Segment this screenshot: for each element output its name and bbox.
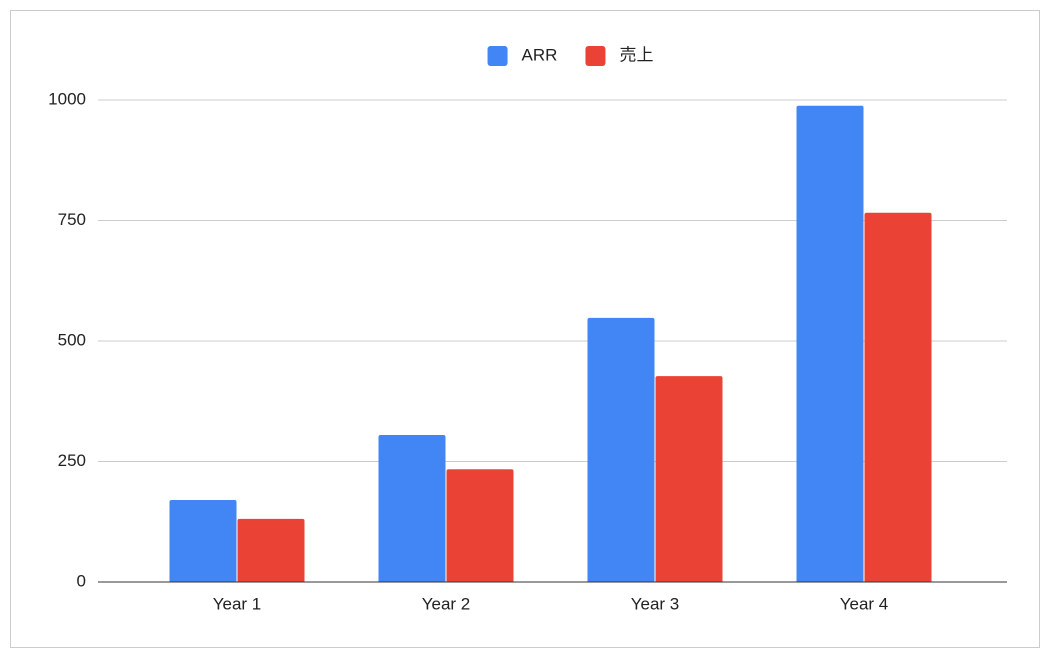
- bar: [864, 212, 932, 582]
- x-tick-label: Year 4: [840, 594, 889, 613]
- bar: [169, 500, 237, 582]
- y-tick-label: 750: [58, 210, 86, 229]
- bar: [446, 469, 514, 582]
- y-tick-label: 0: [77, 571, 86, 590]
- x-tick-label: Year 2: [422, 594, 471, 613]
- bar: [655, 376, 723, 582]
- x-tick-label: Year 1: [213, 594, 262, 613]
- legend-label: 売上: [619, 45, 653, 64]
- bar: [796, 105, 864, 582]
- legend-label: ARR: [522, 45, 558, 64]
- y-tick-label: 500: [58, 330, 86, 349]
- y-tick-label: 1000: [48, 89, 86, 108]
- legend-swatch: [585, 46, 606, 66]
- bar: [237, 518, 305, 582]
- bar: [378, 434, 446, 582]
- y-tick-label: 250: [58, 451, 86, 470]
- x-tick-label: Year 3: [631, 594, 680, 613]
- legend-swatch: [487, 46, 508, 66]
- bar: [587, 317, 655, 582]
